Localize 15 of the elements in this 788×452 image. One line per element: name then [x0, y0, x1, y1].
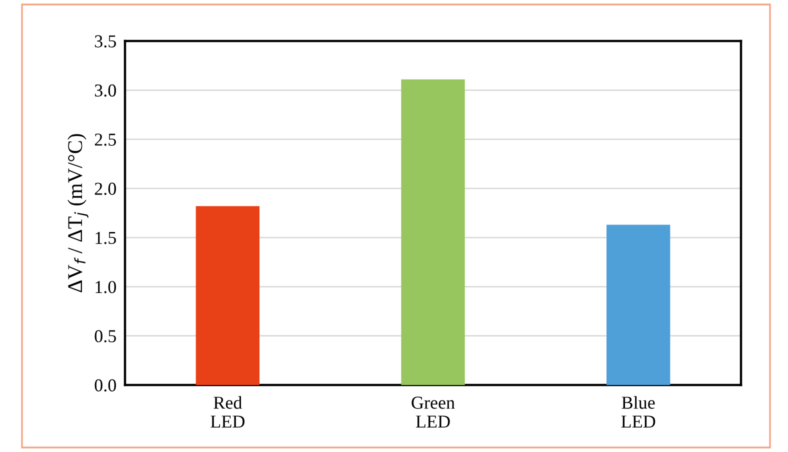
y-tick-label: 3.0	[94, 84, 116, 97]
bar	[196, 206, 260, 385]
y-tick-label: 0.5	[94, 330, 116, 342]
x-tick-label: Green LED	[412, 396, 455, 428]
y-tick-label: 3.5	[94, 35, 116, 48]
y-tick-label: 1.5	[96, 232, 116, 244]
y-axis-title: ΔV$_{f}$ / ΔT$_{j}$ (mV/°C)	[68, 134, 88, 292]
y-tick-label: 2.0	[94, 182, 116, 195]
y-tick-label: 1.0	[96, 280, 116, 294]
x-tick-label: Red LED	[210, 396, 244, 428]
y-tick-label: 0.0	[94, 379, 116, 392]
bar	[606, 224, 670, 385]
y-tick-label: 2.5	[94, 134, 116, 146]
x-tick-label: Blue LED	[621, 396, 656, 428]
bar	[401, 79, 465, 385]
